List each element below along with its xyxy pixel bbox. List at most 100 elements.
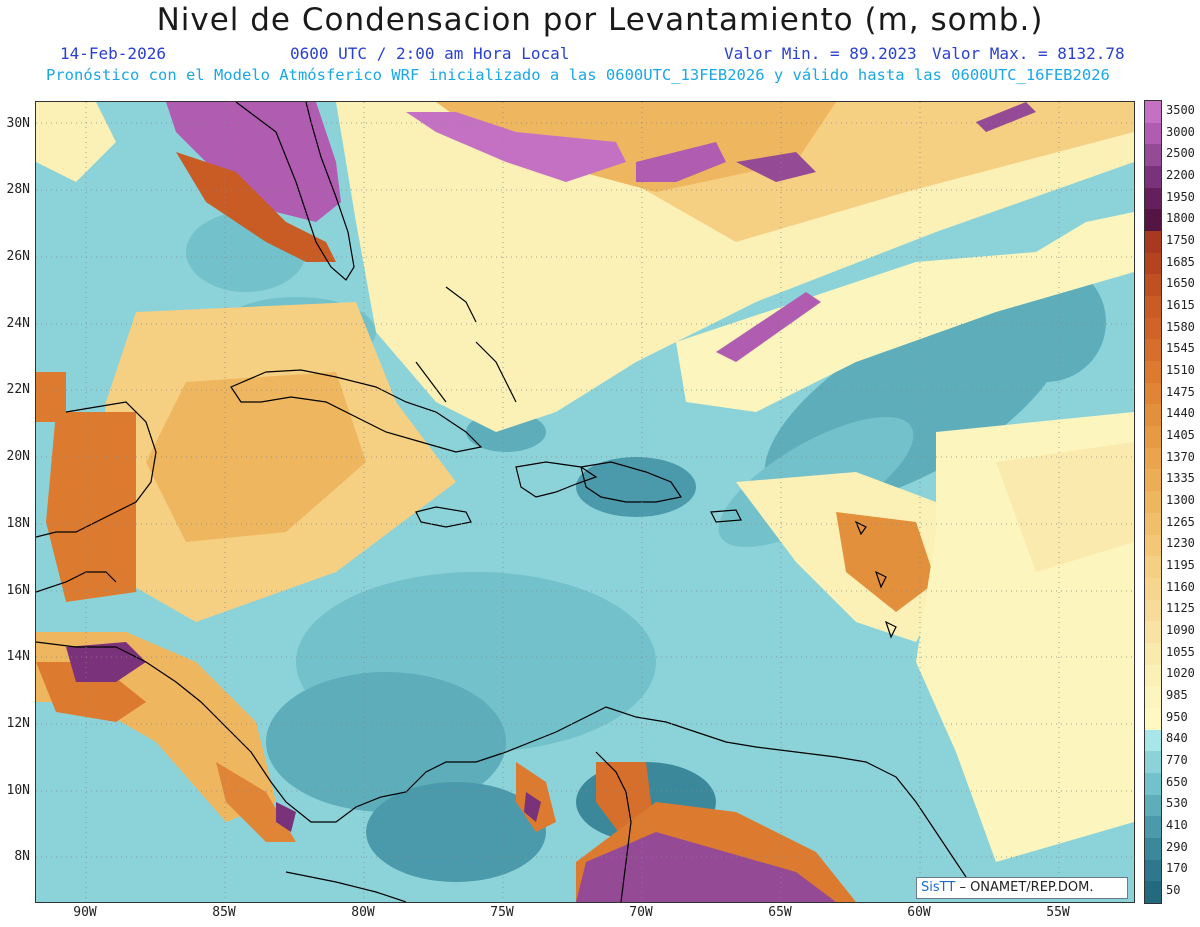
lon-label: 65W <box>768 905 792 920</box>
colorbar-cell <box>1145 534 1161 557</box>
colorbar-label: 2500 <box>1166 146 1195 161</box>
lat-label: 16N <box>6 583 30 598</box>
colorbar <box>1144 100 1162 904</box>
colorbar-cell <box>1145 274 1161 297</box>
colorbar-cell <box>1145 642 1161 666</box>
coastlines <box>36 102 977 902</box>
lat-label: 24N <box>6 316 30 331</box>
colorbar-cell <box>1145 317 1161 340</box>
colorbar-label: 1800 <box>1166 211 1195 226</box>
colorbar-label: 1950 <box>1166 189 1195 204</box>
colorbar-label: 3000 <box>1166 124 1195 139</box>
lat-label: 28N <box>6 182 30 197</box>
lon-label: 85W <box>212 905 236 920</box>
colorbar-cell <box>1145 231 1161 254</box>
colorbar-cell <box>1145 772 1161 796</box>
model-info: Pronóstico con el Modelo Atmósferico WRF… <box>46 66 1110 84</box>
colorbar-cell <box>1145 101 1161 124</box>
lat-label: 10N <box>6 783 30 798</box>
colorbar-cell <box>1145 859 1161 882</box>
colorbar-label: 1265 <box>1166 514 1195 529</box>
lat-label: 22N <box>6 382 30 397</box>
max-value: Valor Max. = 8132.78 <box>932 44 1125 63</box>
colorbar-label: 530 <box>1166 796 1188 811</box>
colorbar-label: 1020 <box>1166 666 1195 681</box>
latlon-grid <box>36 102 1134 902</box>
colorbar-label: 170 <box>1166 861 1188 876</box>
high-lcl-areas <box>66 102 1036 902</box>
min-value: Valor Min. = 89.2023 <box>724 44 917 63</box>
colorbar-cell <box>1145 361 1161 384</box>
colorbar-label: 50 <box>1166 883 1181 898</box>
lon-label: 90W <box>73 905 97 920</box>
colorbar-label: 1615 <box>1166 297 1195 312</box>
colorbar-cell <box>1145 404 1161 427</box>
colorbar-cell <box>1145 491 1161 514</box>
colorbar-cell <box>1145 729 1161 752</box>
colorbar-cell <box>1145 881 1161 904</box>
colorbar-label: 1370 <box>1166 449 1195 464</box>
forecast-date: 14-Feb-2026 <box>60 44 166 63</box>
colorbar-label: 1685 <box>1166 254 1195 269</box>
lon-label: 70W <box>629 905 653 920</box>
colorbar-cell <box>1145 382 1161 405</box>
colorbar-label: 1055 <box>1166 644 1195 659</box>
colorbar-label: 985 <box>1166 688 1188 703</box>
lat-label: 14N <box>6 649 30 664</box>
colorbar-cell <box>1145 166 1161 189</box>
colorbar-label: 2200 <box>1166 167 1195 182</box>
lon-label: 60W <box>907 905 931 920</box>
colorbar-cell <box>1145 751 1161 774</box>
colorbar-cell <box>1145 664 1161 687</box>
colorbar-cell <box>1145 599 1161 622</box>
forecast-time: 0600 UTC / 2:00 am Hora Local <box>290 44 570 63</box>
lat-label: 20N <box>6 449 30 464</box>
colorbar-cell <box>1145 209 1161 232</box>
lon-label: 80W <box>351 905 375 920</box>
lat-label: 18N <box>6 516 30 531</box>
colorbar-label: 290 <box>1166 839 1188 854</box>
credit-box: SisTT – ONAMET/REP.DOM. <box>916 877 1128 899</box>
colorbar-cell <box>1145 426 1161 449</box>
colorbar-label: 1750 <box>1166 232 1195 247</box>
colorbar-label: 1300 <box>1166 493 1195 507</box>
colorbar-label: 1545 <box>1166 341 1195 356</box>
colorbar-label: 1650 <box>1166 276 1195 291</box>
colorbar-cell <box>1145 296 1161 319</box>
colorbar-cell <box>1145 577 1161 601</box>
credit-text: – ONAMET/REP.DOM. <box>959 880 1094 895</box>
colorbar-label: 770 <box>1166 753 1188 768</box>
map-canvas <box>36 102 1134 902</box>
colorbar-cell <box>1145 707 1161 731</box>
colorbar-label: 410 <box>1166 818 1188 833</box>
colorbar-label: 1580 <box>1166 319 1195 334</box>
colorbar-cell <box>1145 122 1161 145</box>
lon-label: 75W <box>490 905 514 920</box>
colorbar-cell <box>1145 339 1161 362</box>
lat-label: 30N <box>6 116 30 131</box>
colorbar-label: 950 <box>1166 709 1188 724</box>
colorbar-cell <box>1145 512 1161 535</box>
colorbar-label: 1090 <box>1166 623 1195 638</box>
map-title: Nivel de Condensacion por Levantamiento … <box>156 2 1044 38</box>
colorbar-cell <box>1145 837 1161 861</box>
colorbar-cell <box>1145 816 1161 839</box>
colorbar-label: 1230 <box>1166 536 1195 551</box>
lat-label: 12N <box>6 716 30 731</box>
colorbar-label: 840 <box>1166 731 1188 746</box>
colorbar-cell <box>1145 469 1161 492</box>
colorbar-label: 1405 <box>1166 427 1195 442</box>
lat-label: 8N <box>14 849 30 864</box>
colorbar-cell <box>1145 144 1161 167</box>
colorbar-cell <box>1145 621 1161 644</box>
sistt-logo: SisTT <box>921 880 956 895</box>
lon-label: 55W <box>1046 905 1070 920</box>
colorbar-label: 1125 <box>1166 601 1195 616</box>
lat-label: 26N <box>6 249 30 264</box>
colorbar-cell <box>1145 447 1161 470</box>
colorbar-cell <box>1145 794 1161 817</box>
colorbar-label: 1195 <box>1166 558 1195 573</box>
colorbar-label: 1160 <box>1166 579 1195 594</box>
colorbar-label: 1440 <box>1166 406 1195 421</box>
mid-lcl-areas <box>36 102 1134 902</box>
